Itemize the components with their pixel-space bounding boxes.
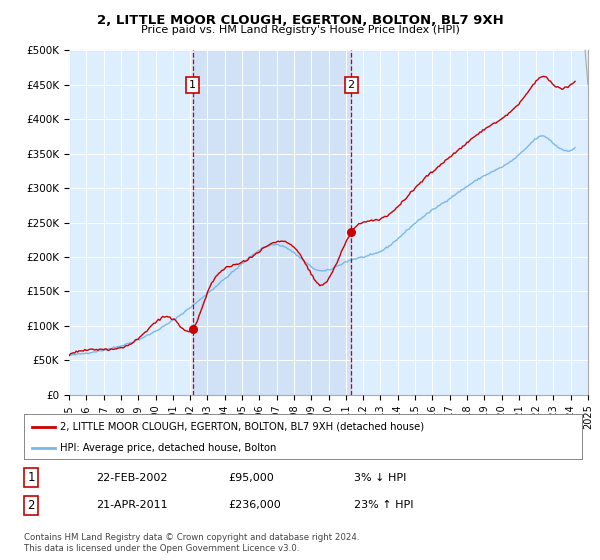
Text: £95,000: £95,000	[228, 473, 274, 483]
Text: Price paid vs. HM Land Registry's House Price Index (HPI): Price paid vs. HM Land Registry's House …	[140, 25, 460, 35]
Text: 21-APR-2011: 21-APR-2011	[96, 500, 167, 510]
Text: HPI: Average price, detached house, Bolton: HPI: Average price, detached house, Bolt…	[60, 443, 277, 453]
Text: 3% ↓ HPI: 3% ↓ HPI	[354, 473, 406, 483]
Text: 2, LITTLE MOOR CLOUGH, EGERTON, BOLTON, BL7 9XH (detached house): 2, LITTLE MOOR CLOUGH, EGERTON, BOLTON, …	[60, 422, 424, 432]
Text: 2, LITTLE MOOR CLOUGH, EGERTON, BOLTON, BL7 9XH: 2, LITTLE MOOR CLOUGH, EGERTON, BOLTON, …	[97, 14, 503, 27]
Text: 2: 2	[28, 498, 35, 512]
Text: 1: 1	[189, 80, 196, 90]
Text: 2: 2	[347, 80, 355, 90]
Text: 1: 1	[28, 471, 35, 484]
Point	[188, 325, 197, 334]
Text: 23% ↑ HPI: 23% ↑ HPI	[354, 500, 413, 510]
Point	[346, 228, 356, 237]
Text: Contains HM Land Registry data © Crown copyright and database right 2024.
This d: Contains HM Land Registry data © Crown c…	[24, 533, 359, 553]
Bar	[193, 50, 351, 395]
Text: £236,000: £236,000	[228, 500, 281, 510]
Text: 22-FEB-2002: 22-FEB-2002	[96, 473, 167, 483]
